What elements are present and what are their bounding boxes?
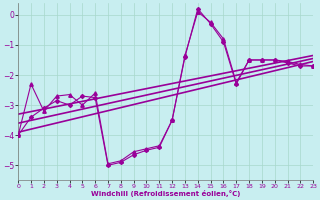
X-axis label: Windchill (Refroidissement éolien,°C): Windchill (Refroidissement éolien,°C) <box>91 190 240 197</box>
